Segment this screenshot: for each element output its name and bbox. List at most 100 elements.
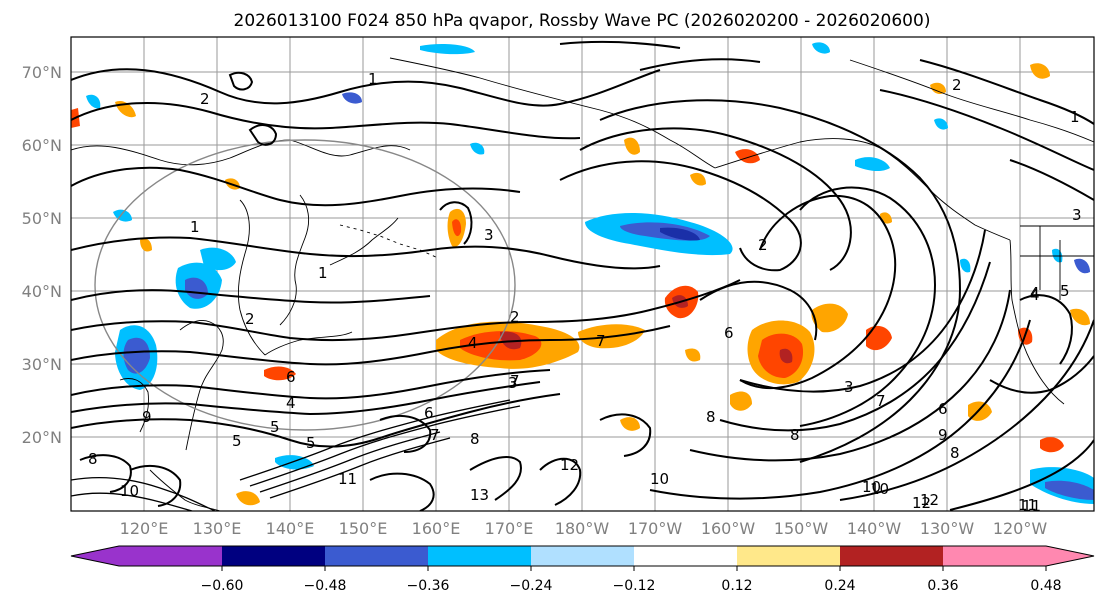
lat-label-30n: 30°N [22,355,62,374]
lon-label: 130°E [193,519,242,538]
contour-label: 7 [596,332,606,350]
contour-label: 1 [368,70,378,88]
contour-label: 3 [508,374,518,392]
lon-label: 140°W [847,519,902,538]
lon-label: 150°W [774,519,829,538]
contour-label: 8 [706,408,716,426]
contour-label: 5 [1060,282,1070,300]
longitude-labels: 120°E 130°E 140°E 150°E 160°E 170°E 180°… [120,519,1048,538]
contour-label: 6 [938,400,948,418]
contour-labels: 1 2 1 2 1 3 2 4 5 4 3 6 7 8 5 5 6 7 8 9 [88,70,1082,515]
contour-label: 6 [286,368,296,386]
coastlines [71,57,1094,511]
lat-label-20n: 20°N [22,428,62,447]
lat-label-50n: 50°N [22,209,62,228]
colorbar-tick-label: 0.24 [824,578,855,594]
reference-ellipse [94,139,516,431]
colorbar-segments [70,545,1095,567]
contour-label: 10 [862,478,881,496]
contour-label: 1 [190,218,200,236]
colorbar-tick-label: 0.48 [1030,578,1061,594]
lon-label: 170°E [485,519,534,538]
contour-label: 3 [844,378,854,396]
colorbar-tick-label: −0.36 [407,578,450,594]
lon-label: 140°E [266,519,315,538]
map-frame [70,36,1095,512]
contour-label: 2 [952,76,962,94]
colorbar-tick-label: 0.36 [927,578,958,594]
contour-label: 11 [338,470,357,488]
latitude-labels: 70°N 60°N 50°N 40°N 30°N 20°N [22,63,62,447]
map-panel: 1 2 1 2 1 3 2 4 5 4 3 6 7 8 5 5 6 7 8 9 [22,36,1095,538]
contour-label: 8 [470,430,480,448]
colorbar-tick-label: 0.12 [721,578,752,594]
lon-label: 120°W [993,519,1048,538]
figure-title: 2026013100 F024 850 hPa qvapor, Rossby W… [234,11,931,31]
contours [71,40,1094,511]
contour-label: 9 [938,426,948,444]
lon-label: 160°W [701,519,756,538]
colorbar-tick-label: −0.12 [613,578,656,594]
lat-label-70n: 70°N [22,63,62,82]
contour-label: 8 [790,426,800,444]
contour-label: 2 [758,236,768,254]
lon-label: 160°E [412,519,461,538]
colorbar: −0.60 −0.48 −0.36 −0.24 −0.12 0.12 0.24 0.36 0.4… [70,545,1095,594]
lon-label: 130°W [920,519,975,538]
contour-label: 3 [1072,206,1082,224]
colorbar-extend-max [943,546,1094,566]
colorbar-segment [531,546,634,566]
contour-label: 2 [245,310,255,328]
contour-label: 3 [484,226,494,244]
lon-label: 180°W [555,519,610,538]
colorbar-segment [325,546,428,566]
contour-label: 6 [424,404,434,422]
lat-label-40n: 40°N [22,282,62,301]
contour-label: 7 [430,426,440,444]
contour-label: 1 [1070,108,1080,126]
qvapor-fill-negative [86,42,1094,504]
contour-label: 11 [1018,496,1037,514]
colorbar-tick-label: −0.24 [510,578,553,594]
contour-label: 12 [920,491,939,509]
contour-label: 5 [270,418,280,436]
contour-label: 13 [470,486,489,504]
contour-label: 10 [650,470,669,488]
contour-label: 2 [200,90,210,108]
lat-label-60n: 60°N [22,136,62,155]
contour-label: 9 [142,408,152,426]
colorbar-outline [70,545,1095,567]
colorbar-segment [840,546,943,566]
contour-label: 4 [286,394,296,412]
contour-label: 10 [120,482,139,500]
contour-label: 10 [870,480,889,498]
contour-label: 5 [232,432,242,450]
colorbar-tick-label: −0.48 [304,578,347,594]
contour-label: 8 [950,444,960,462]
contour-label: 7 [510,372,520,390]
colorbar-segment [222,546,325,566]
colorbar-segment [428,546,531,566]
colorbar-tick-label: −0.60 [201,578,244,594]
colorbar-segment [634,546,737,566]
contour-label: 4 [468,334,478,352]
colorbar-extend-min [71,546,222,566]
contour-label: 4 [1030,284,1040,302]
contour-label: 6 [724,324,734,342]
graticule [71,37,1094,511]
contour-label: 4 [1030,286,1040,304]
contour-label: 11 [1022,497,1041,515]
contour-label: 7 [876,392,886,410]
contour-label: 5 [306,434,316,452]
contour-label: 2 [510,308,520,326]
colorbar-segment [737,546,840,566]
lon-label: 120°E [120,519,169,538]
lon-label: 150°E [339,519,388,538]
contour-label: 12 [560,456,579,474]
contour-label: 12 [912,494,931,512]
colorbar-ticks: −0.60 −0.48 −0.36 −0.24 −0.12 0.12 0.24 0.36 0.4… [201,566,1062,594]
lon-label: 170°W [628,519,683,538]
contour-label: 8 [88,450,98,468]
contour-label: 1 [318,264,328,282]
